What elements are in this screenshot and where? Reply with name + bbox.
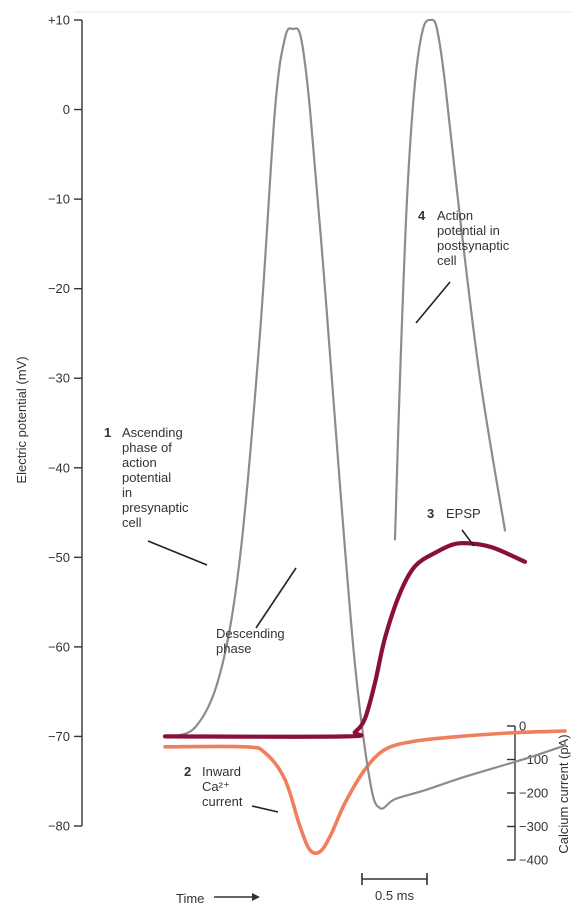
annotation-number: 2: [184, 764, 191, 779]
y-tick-label: −70: [48, 729, 70, 744]
annotation-text-ascending: action: [122, 455, 157, 470]
y2-tick-label: 0: [519, 719, 526, 734]
annotation-text-epsp: EPSP: [446, 506, 481, 521]
annotation-text-ascending: presynaptic: [122, 500, 189, 515]
y2-tick-label: −100: [519, 752, 548, 767]
series-line-epsp: [162, 540, 528, 739]
y2-axis-label: Calcium current (pA): [556, 734, 571, 853]
y-axis-label: Electric potential (mV): [14, 356, 29, 483]
annotation-number: 1: [104, 425, 111, 440]
annotation-text-calcium: current: [202, 794, 243, 809]
axes: +10 0 −10 −20 −30 −40 −50 −60 −70 −80 Electric pot…: [14, 13, 571, 907]
annotation-text-postsynaptic: potential in: [437, 223, 500, 238]
y-tick-label: −60: [48, 639, 70, 654]
y-tick-label: 0: [63, 102, 70, 117]
annotation-text-ascending: Ascending: [122, 425, 183, 440]
y-tick-label: −10: [48, 192, 70, 207]
annotation-text-ascending: phase of: [122, 440, 172, 455]
y2-tick-label: −200: [519, 786, 548, 801]
annotation-leader: [147, 540, 208, 566]
annotation-text-postsynaptic: Action: [437, 208, 473, 223]
y2-tick-label: −300: [519, 819, 548, 834]
y-tick-label: +10: [48, 13, 70, 28]
annotation-number: 4: [418, 208, 426, 223]
x-axis-label: Time: [176, 891, 204, 906]
annotation-text-ascending: cell: [122, 515, 142, 530]
annotation-leader: [251, 805, 279, 813]
time-arrow-icon: [252, 893, 260, 901]
series-line-calcium: [163, 729, 567, 855]
series-line-postsynaptic-ap: [393, 18, 507, 541]
annotation-text-postsynaptic: postsynaptic: [437, 238, 510, 253]
annotation-leader: [255, 567, 297, 629]
y2-tick-label: −400: [519, 853, 548, 868]
y-tick-label: −80: [48, 819, 70, 834]
annotation-text-calcium: Inward: [202, 764, 241, 779]
series-line-presynaptic: [163, 27, 567, 810]
annotation-text-ascending: potential: [122, 470, 171, 485]
y-tick-label: −30: [48, 371, 70, 386]
annotation-text-descending: Descending: [216, 626, 285, 641]
annotation-leader: [461, 529, 475, 547]
annotation-leader: [415, 281, 451, 324]
series-layer: [162, 18, 567, 855]
annotation-number: 3: [427, 506, 434, 521]
y-tick-label: −50: [48, 550, 70, 565]
scale-bar-label: 0.5 ms: [375, 888, 415, 903]
annotation-text-postsynaptic: cell: [437, 253, 457, 268]
y-tick-label: −20: [48, 281, 70, 296]
y-tick-label: −40: [48, 460, 70, 475]
annotation-text-descending: phase: [216, 641, 251, 656]
annotation-text-calcium: Ca²⁺: [202, 779, 230, 794]
annotation-text-ascending: in: [122, 485, 132, 500]
